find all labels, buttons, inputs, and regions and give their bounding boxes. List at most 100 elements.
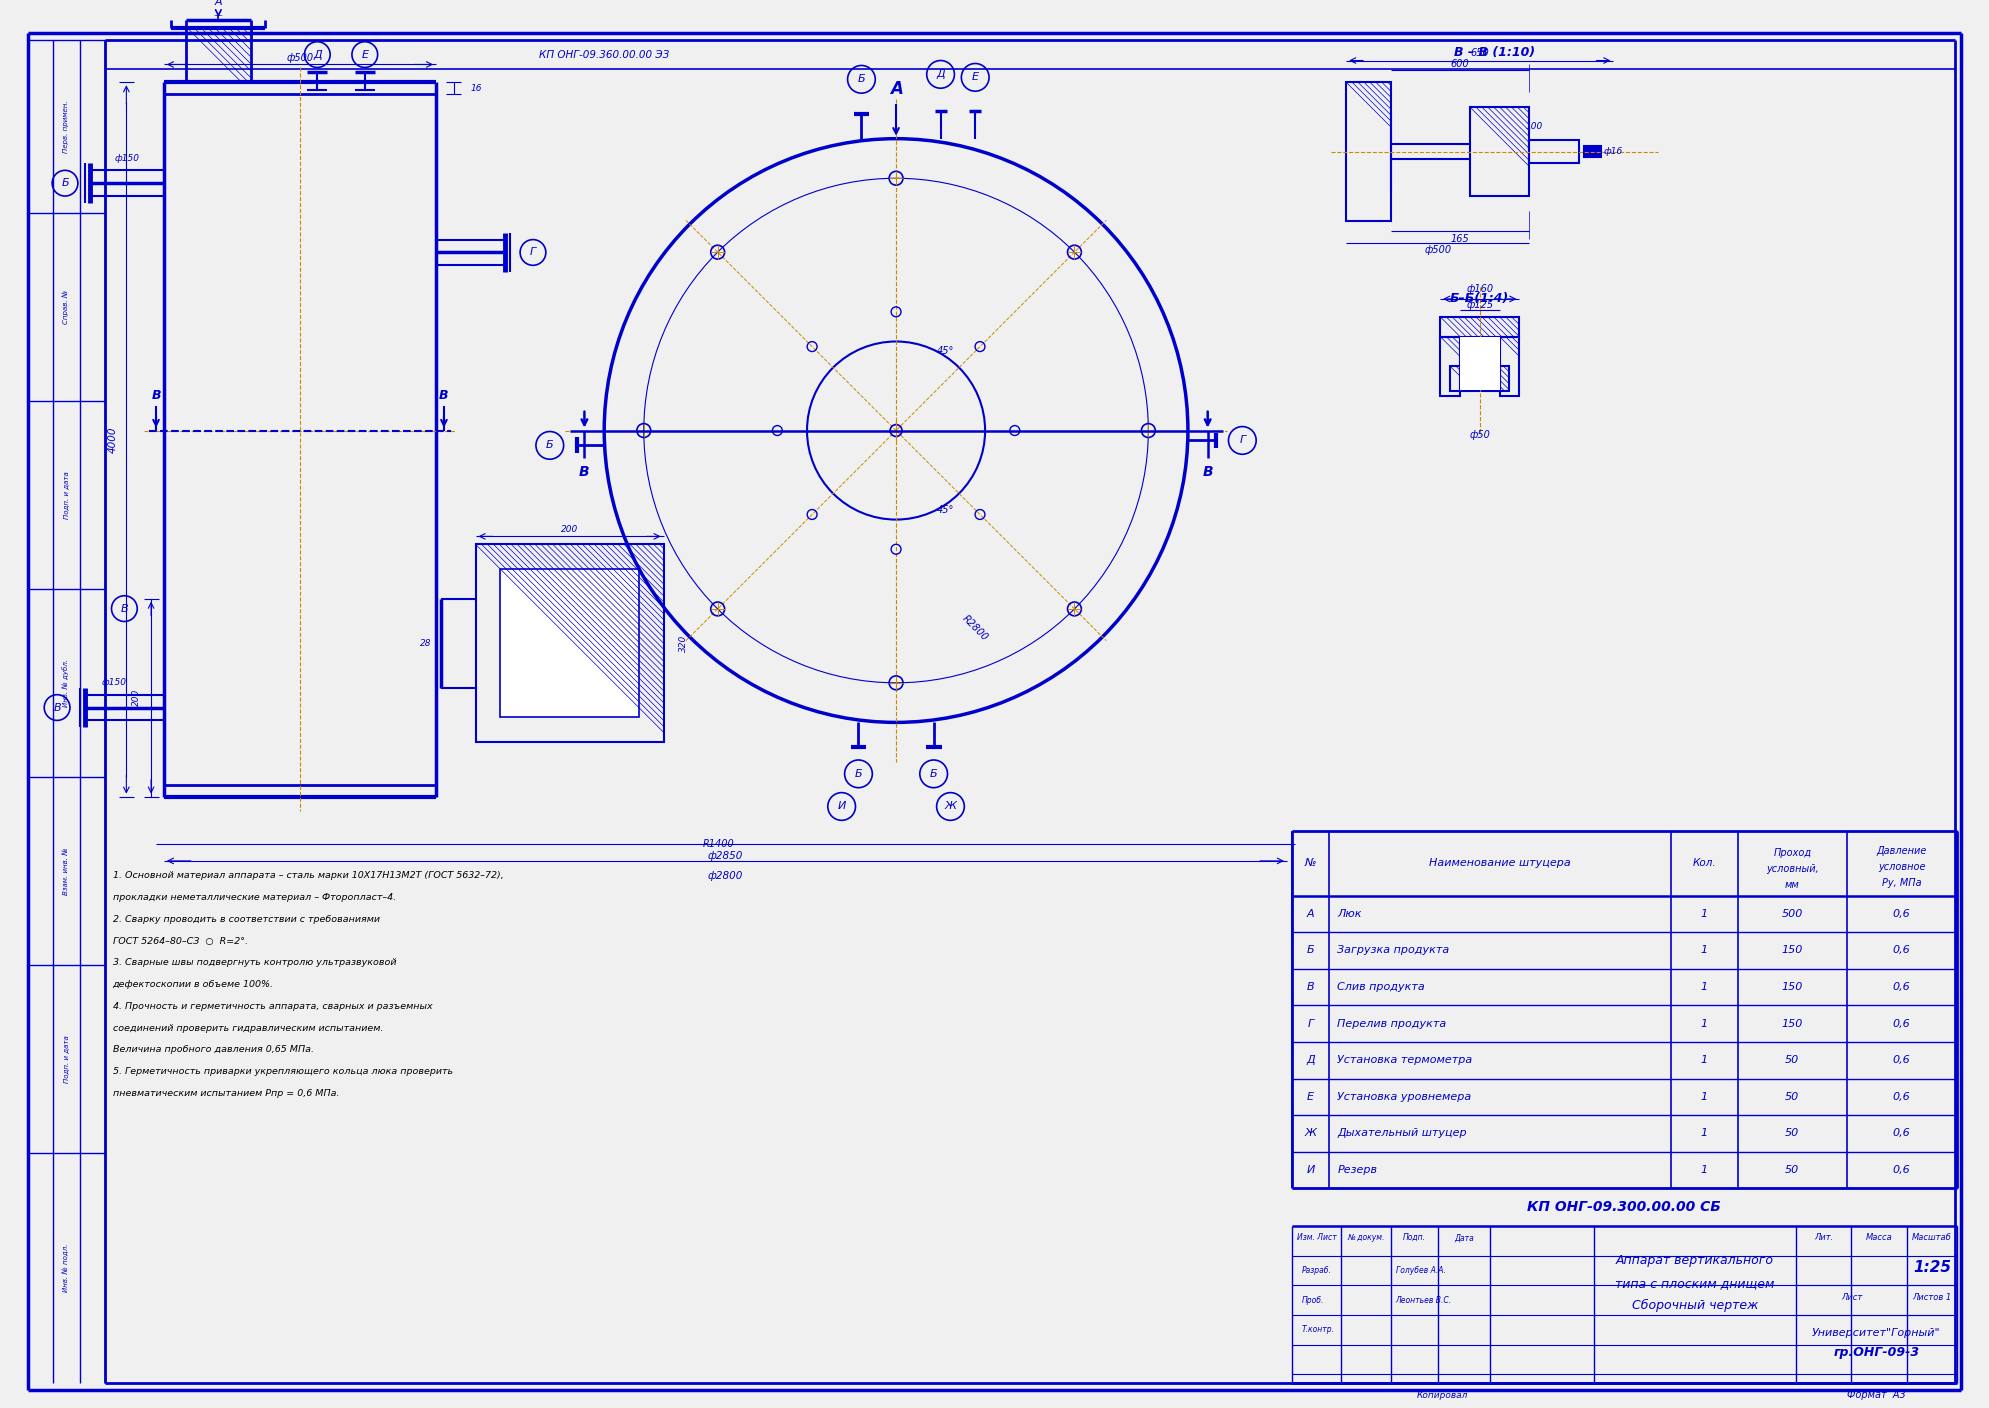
Text: условный,: условный, [1766,865,1818,874]
Text: 1. Основной материал аппарата – сталь марки 10Х17Н13М2Т (ГОСТ 5632–72),: 1. Основной материал аппарата – сталь ма… [113,872,503,880]
Text: Разраб.: Разраб. [1301,1266,1331,1276]
Bar [1583,145,1601,158]
Text: Подп. и дата: Подп. и дата [64,1035,70,1083]
Text: Е: Е [973,72,979,82]
Text: Г: Г [529,248,537,258]
Text: Д: Д [1307,1055,1315,1066]
Text: 600: 600 [1450,59,1470,69]
Text: В: В [579,465,589,479]
Text: Справ. №: Справ. № [64,290,70,324]
Text: 0,6: 0,6 [1894,1128,1911,1139]
Text: 150: 150 [1782,1018,1804,1029]
Text: Перелив продукта: Перелив продукта [1337,1018,1446,1029]
Text: Листов 1: Листов 1 [1911,1293,1951,1301]
Text: И: И [1307,1164,1315,1176]
Text: соединений проверить гидравлическим испытанием.: соединений проверить гидравлическим испы… [113,1024,382,1032]
Text: Подп. и дата: Подп. и дата [64,470,70,518]
Text: Взам. инв. №: Взам. инв. № [64,848,70,894]
Text: 2. Сварку проводить в соответствии с требованиями: 2. Сварку проводить в соответствии с тре… [113,915,380,924]
Text: Проход: Проход [1774,848,1812,857]
Text: 200: 200 [131,689,141,707]
Text: 500: 500 [1782,908,1804,919]
Text: А: А [1307,908,1315,919]
Text: 1: 1 [1701,908,1709,919]
Text: прокладки неметаллические материал – Фторопласт–4.: прокладки неметаллические материал – Фто… [113,893,396,903]
Text: ф500: ф500 [286,52,314,62]
Text: 0,6: 0,6 [1894,1055,1911,1066]
Text: 0,6: 0,6 [1894,908,1911,919]
Text: Леонтьев В.С.: Леонтьев В.С. [1396,1295,1452,1305]
Text: В: В [440,390,450,403]
Text: И: И [837,801,845,811]
Text: дефектоскопии в объеме 100%.: дефектоскопии в объеме 100%. [113,980,274,988]
Text: Д: Д [312,49,322,59]
Text: КП ОНГ-09.360.00.00 ЭЗ: КП ОНГ-09.360.00.00 ЭЗ [539,49,670,59]
Text: 5. Герметичность приварки укрепляющего кольца люка проверить: 5. Герметичность приварки укрепляющего к… [113,1067,453,1076]
Text: 0,6: 0,6 [1894,1018,1911,1029]
Text: Слив продукта: Слив продукта [1337,981,1424,993]
Text: Б: Б [857,75,865,84]
Text: Лит.: Лит. [1814,1233,1834,1242]
Text: ф125: ф125 [1466,300,1494,310]
Text: условное: условное [1878,862,1925,872]
Text: Люк: Люк [1337,908,1362,919]
Text: 100: 100 [1526,122,1543,131]
Text: ГОСТ 5264–80–СЗ  ○  R=2°.: ГОСТ 5264–80–СЗ ○ R=2°. [113,936,247,946]
Text: Инв. № дубл.: Инв. № дубл. [62,659,70,707]
Text: 1:25: 1:25 [1913,1260,1951,1276]
Text: Б–Б(1:4): Б–Б(1:4) [1450,293,1510,306]
Text: 50: 50 [1786,1055,1800,1066]
Text: Величина пробного давления 0,65 МПа.: Величина пробного давления 0,65 МПа. [113,1045,314,1055]
Text: Кол.: Кол. [1693,859,1717,869]
Text: 0,6: 0,6 [1894,981,1911,993]
Text: типа с плоским днищем: типа с плоским днищем [1615,1277,1774,1290]
Text: 16: 16 [471,83,481,93]
Text: КП ОНГ-09.300.00.00 СБ: КП ОНГ-09.300.00.00 СБ [1528,1200,1720,1214]
Text: 0,6: 0,6 [1894,945,1911,956]
Text: Лист: Лист [1842,1293,1862,1301]
Text: Подп.: Подп. [1402,1233,1426,1242]
Text: 1: 1 [1701,1018,1709,1029]
Text: Б: Б [545,441,553,451]
Text: 150: 150 [1782,981,1804,993]
Bar [1460,369,1500,390]
Text: ф50: ф50 [1470,431,1490,441]
Text: мм: мм [1784,880,1800,890]
Text: Аппарат вертикального: Аппарат вертикального [1615,1255,1774,1267]
Text: В: В [121,604,127,614]
Text: №: № [1305,859,1317,869]
Text: Г: Г [1307,1018,1313,1029]
Text: 45°: 45° [937,504,955,515]
Text: R2800: R2800 [961,614,991,643]
Text: 320: 320 [678,635,688,652]
Text: 28: 28 [420,639,432,648]
Text: 1: 1 [1701,1091,1709,1102]
Text: 1: 1 [1701,945,1709,956]
Text: В: В [1307,981,1315,993]
Text: Масса: Масса [1866,1233,1892,1242]
Text: Голубев А.А.: Голубев А.А. [1396,1266,1446,1276]
Text: Копировал: Копировал [1416,1391,1468,1400]
Text: 1: 1 [1701,1164,1709,1176]
Bar [475,545,664,742]
Text: В – В (1:10): В – В (1:10) [1454,46,1536,59]
Text: ф16: ф16 [1603,146,1623,156]
Text: ф160: ф160 [1466,284,1494,294]
Text: Давление: Давление [1876,846,1927,856]
Text: пневматическим испытанием Рпр = 0,6 МПа.: пневматическим испытанием Рпр = 0,6 МПа. [113,1088,338,1098]
Text: Формат  А3: Формат А3 [1848,1390,1905,1400]
Text: Б: Б [62,179,70,189]
Bar [501,569,638,718]
Text: Резерв: Резерв [1337,1164,1376,1176]
Text: А: А [889,80,903,99]
Text: Б: Б [855,769,863,779]
Text: 650: 650 [1470,48,1490,58]
Bar [1440,337,1460,396]
Text: Установка термометра: Установка термометра [1337,1055,1472,1066]
Text: 150: 150 [1782,945,1804,956]
Bar [1440,317,1520,337]
Text: ф2850: ф2850 [708,850,744,860]
Text: 3. Сварные швы подвергнуть контролю ультразвуковой: 3. Сварные швы подвергнуть контролю ульт… [113,959,396,967]
Text: 1: 1 [1701,1055,1709,1066]
Bar [1500,337,1520,396]
